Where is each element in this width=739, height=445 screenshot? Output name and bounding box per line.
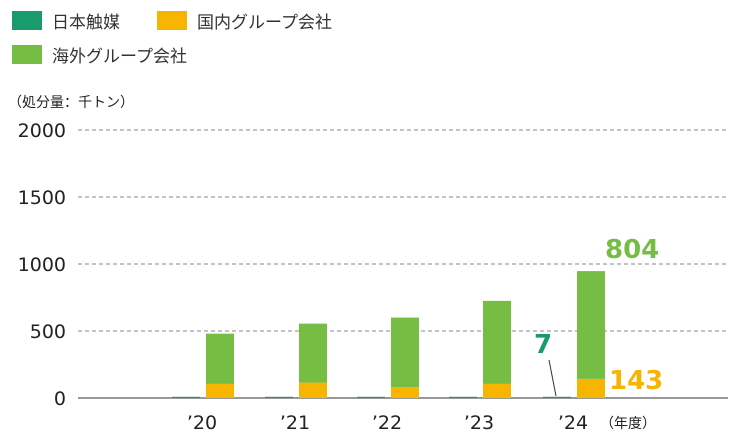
- legend-item: 海外グループ会社: [12, 42, 187, 67]
- legend-item: 国内グループ会社: [157, 8, 332, 33]
- data-label: 804: [605, 235, 659, 265]
- y-tick-label: 2000: [18, 120, 66, 142]
- data-label: 7: [534, 330, 552, 360]
- y-axis-unit-label: （処分量：千トン）: [8, 95, 134, 111]
- legend-swatch: [157, 11, 187, 30]
- x-tick-label: ’23: [464, 412, 494, 434]
- x-tick-label: ’20: [187, 412, 217, 434]
- leader-line: [548, 359, 557, 397]
- legend-label: 日本触媒: [52, 13, 120, 33]
- bar-segment: [483, 383, 511, 398]
- y-tick-label: 1500: [18, 187, 66, 209]
- bar-segment: [172, 396, 200, 398]
- bar-segment: [391, 317, 419, 388]
- y-tick-label: 500: [30, 321, 66, 343]
- x-tick-label: ’24: [558, 412, 588, 434]
- x-tick-label: ’21: [280, 412, 310, 434]
- bar-segment: [299, 382, 327, 398]
- legend-label: 海外グループ会社: [52, 47, 187, 67]
- x-tick-label: ’22: [372, 412, 402, 434]
- y-tick-label: 0: [54, 388, 66, 410]
- bar-segment: [543, 396, 571, 398]
- bar-segment: [265, 396, 293, 398]
- bar-segment: [577, 271, 605, 379]
- legend-item: 日本触媒: [12, 8, 120, 33]
- bar-segment: [206, 383, 234, 398]
- bar-segment: [391, 387, 419, 398]
- legend-swatch: [12, 11, 42, 30]
- x-axis-unit-label: （年度）: [600, 416, 656, 432]
- data-label: 143: [609, 366, 663, 396]
- legend-label: 国内グループ会社: [197, 13, 332, 33]
- legend-swatch: [12, 45, 42, 64]
- bar-segment: [483, 300, 511, 384]
- bar-segment: [449, 396, 477, 398]
- bar-segment: [357, 396, 385, 398]
- chart-legend: 日本触媒 国内グループ会社 海外グループ会社: [12, 8, 432, 68]
- bar-segment: [206, 333, 234, 384]
- y-tick-label: 1000: [18, 254, 66, 276]
- bar-segment: [299, 323, 327, 383]
- bar-segment: [577, 378, 605, 398]
